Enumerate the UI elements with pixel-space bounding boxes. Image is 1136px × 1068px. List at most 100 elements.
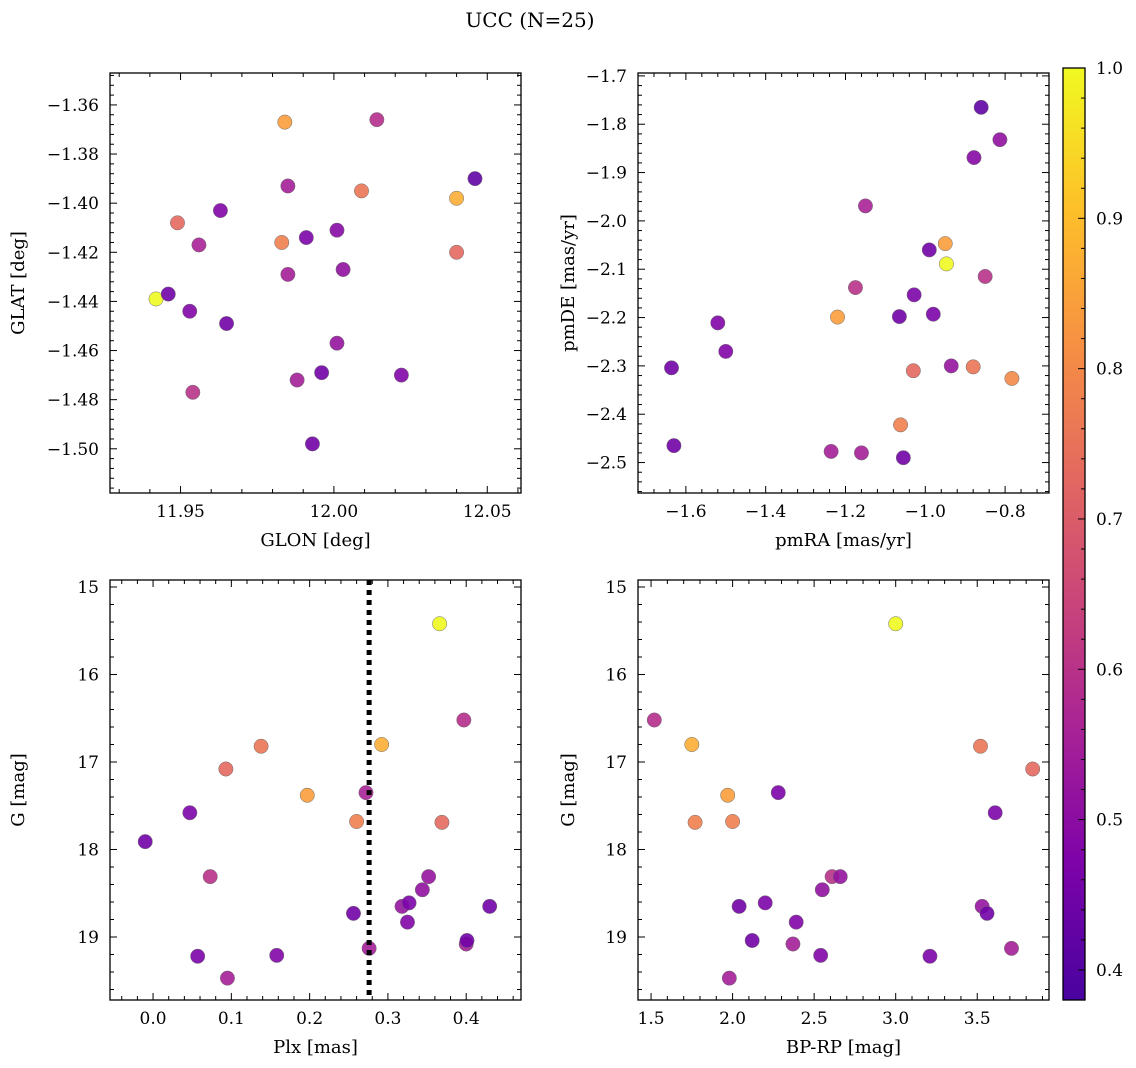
- x-tick-label: 0.3: [374, 1009, 401, 1029]
- scatter-point: [482, 898, 498, 914]
- scatter-point: [170, 215, 185, 231]
- panels: 11.95 12.00 12.05 −1.36 −1.38 −1.40 −1.42 −1.44…: [8, 67, 1050, 1058]
- y-tick-label: −2.0: [586, 212, 627, 232]
- scatter-point: [329, 335, 345, 351]
- axes-frame: [109, 72, 522, 494]
- scatter-point: [854, 445, 869, 461]
- scatter-point: [369, 112, 385, 128]
- scatter-point: [646, 712, 662, 728]
- x-tick-label: 0.2: [296, 1009, 323, 1029]
- scatter-point: [973, 738, 988, 754]
- scatter-point: [190, 948, 206, 964]
- scatter-point: [991, 1009, 1005, 1023]
- y-tick-label: 16: [605, 666, 627, 686]
- y-tick-label: −1.7: [586, 67, 627, 87]
- colorbar-tick-label: 0.7: [1096, 510, 1123, 530]
- scatter-point: [280, 266, 296, 282]
- scatter-point: [979, 905, 995, 921]
- scatter-point: [456, 712, 472, 728]
- y-tick-label: −1.40: [47, 194, 99, 214]
- scatter-point: [888, 616, 904, 632]
- scatter-point: [137, 834, 153, 850]
- colorbar-tick-label: 1.0: [1096, 59, 1123, 79]
- scatter-point: [721, 970, 737, 986]
- x-axis-label: BP-RP [mag]: [786, 1037, 901, 1058]
- scatter-point: [401, 895, 417, 911]
- scatter-point: [346, 905, 361, 921]
- scatter-point: [449, 244, 465, 260]
- scatter-point: [449, 190, 465, 206]
- scatter-point: [757, 895, 773, 911]
- scatter-point: [185, 384, 201, 400]
- scatter-point: [329, 222, 345, 238]
- scatter-point: [905, 363, 921, 379]
- scatter-point: [848, 280, 863, 296]
- scatter-point: [684, 737, 700, 752]
- scatter-point: [992, 132, 1008, 148]
- y-tick-label: 15: [77, 578, 99, 598]
- scatter-points: [646, 616, 1041, 1023]
- scatter-point: [1004, 371, 1020, 386]
- scatter-point: [335, 262, 351, 277]
- scatter-point: [832, 869, 848, 885]
- y-tick-label: −1.9: [586, 164, 627, 184]
- y-tick-label: −1.48: [47, 391, 99, 411]
- scatter-point: [813, 947, 829, 963]
- scatter-point: [314, 365, 330, 381]
- colorbar-tick-label: 0.5: [1096, 811, 1123, 831]
- scatter-point: [895, 450, 911, 466]
- colorbar: 0.4 0.5 0.6 0.7 0.8 0.9 1.0: [1062, 59, 1123, 1001]
- x-tick-label: 3.5: [964, 1009, 991, 1029]
- scatter-point: [219, 316, 235, 331]
- scatter-point: [304, 436, 320, 452]
- y-tick-label: 16: [77, 666, 99, 686]
- scatter-point: [218, 761, 234, 777]
- scatter-point: [823, 443, 839, 459]
- x-tick-label: −1.4: [745, 502, 786, 522]
- scatter-point: [253, 738, 269, 754]
- scatter-point: [973, 99, 989, 115]
- y-tick-label: −1.50: [47, 440, 99, 460]
- scatter-point: [182, 805, 198, 821]
- scatter-point: [788, 914, 804, 930]
- y-tick-label: −1.46: [47, 342, 99, 362]
- x-tick-label: −0.8: [984, 502, 1025, 522]
- y-tick-label: −2.3: [586, 357, 627, 377]
- scatter-point: [274, 235, 290, 250]
- scatter-points: [137, 616, 498, 986]
- scatter-point: [977, 269, 993, 284]
- colorbar-frame: [1062, 67, 1086, 1001]
- scatter-point: [358, 785, 374, 801]
- scatter-point: [1025, 761, 1041, 777]
- scatter-point: [785, 936, 801, 952]
- scatter-point: [182, 303, 198, 319]
- scatter-point: [160, 286, 176, 302]
- scatter-point: [459, 933, 475, 948]
- scatter-point: [687, 814, 703, 830]
- scatter-point: [277, 114, 293, 130]
- scatter-point: [421, 869, 437, 885]
- scatter-point: [280, 178, 296, 194]
- x-tick-label: −1.2: [825, 502, 866, 522]
- y-tick-label: −1.36: [47, 96, 99, 116]
- axes-frame: [637, 72, 1050, 494]
- scatter-point: [202, 869, 218, 885]
- scatter-point: [725, 814, 741, 829]
- scatter-point: [299, 787, 315, 803]
- scatter-point: [212, 203, 228, 218]
- colorbar-tick-label: 0.8: [1096, 360, 1123, 380]
- scatter-point: [718, 343, 734, 359]
- scatter-point: [666, 438, 682, 454]
- y-axis-label: G [mag]: [558, 753, 579, 826]
- x-tick-label: 2.0: [719, 1009, 746, 1029]
- scatter-point: [354, 183, 369, 199]
- scatter-point: [269, 947, 285, 963]
- x-tick-label: 3.0: [882, 1009, 909, 1029]
- scatter-point: [1004, 940, 1019, 956]
- scatter-point: [857, 198, 873, 214]
- scatter-point: [434, 814, 450, 830]
- scatter-point: [925, 306, 941, 322]
- x-tick-label: 1.5: [638, 1009, 665, 1029]
- y-tick-label: −2.4: [586, 405, 627, 425]
- y-tick-label: −2.5: [586, 454, 627, 474]
